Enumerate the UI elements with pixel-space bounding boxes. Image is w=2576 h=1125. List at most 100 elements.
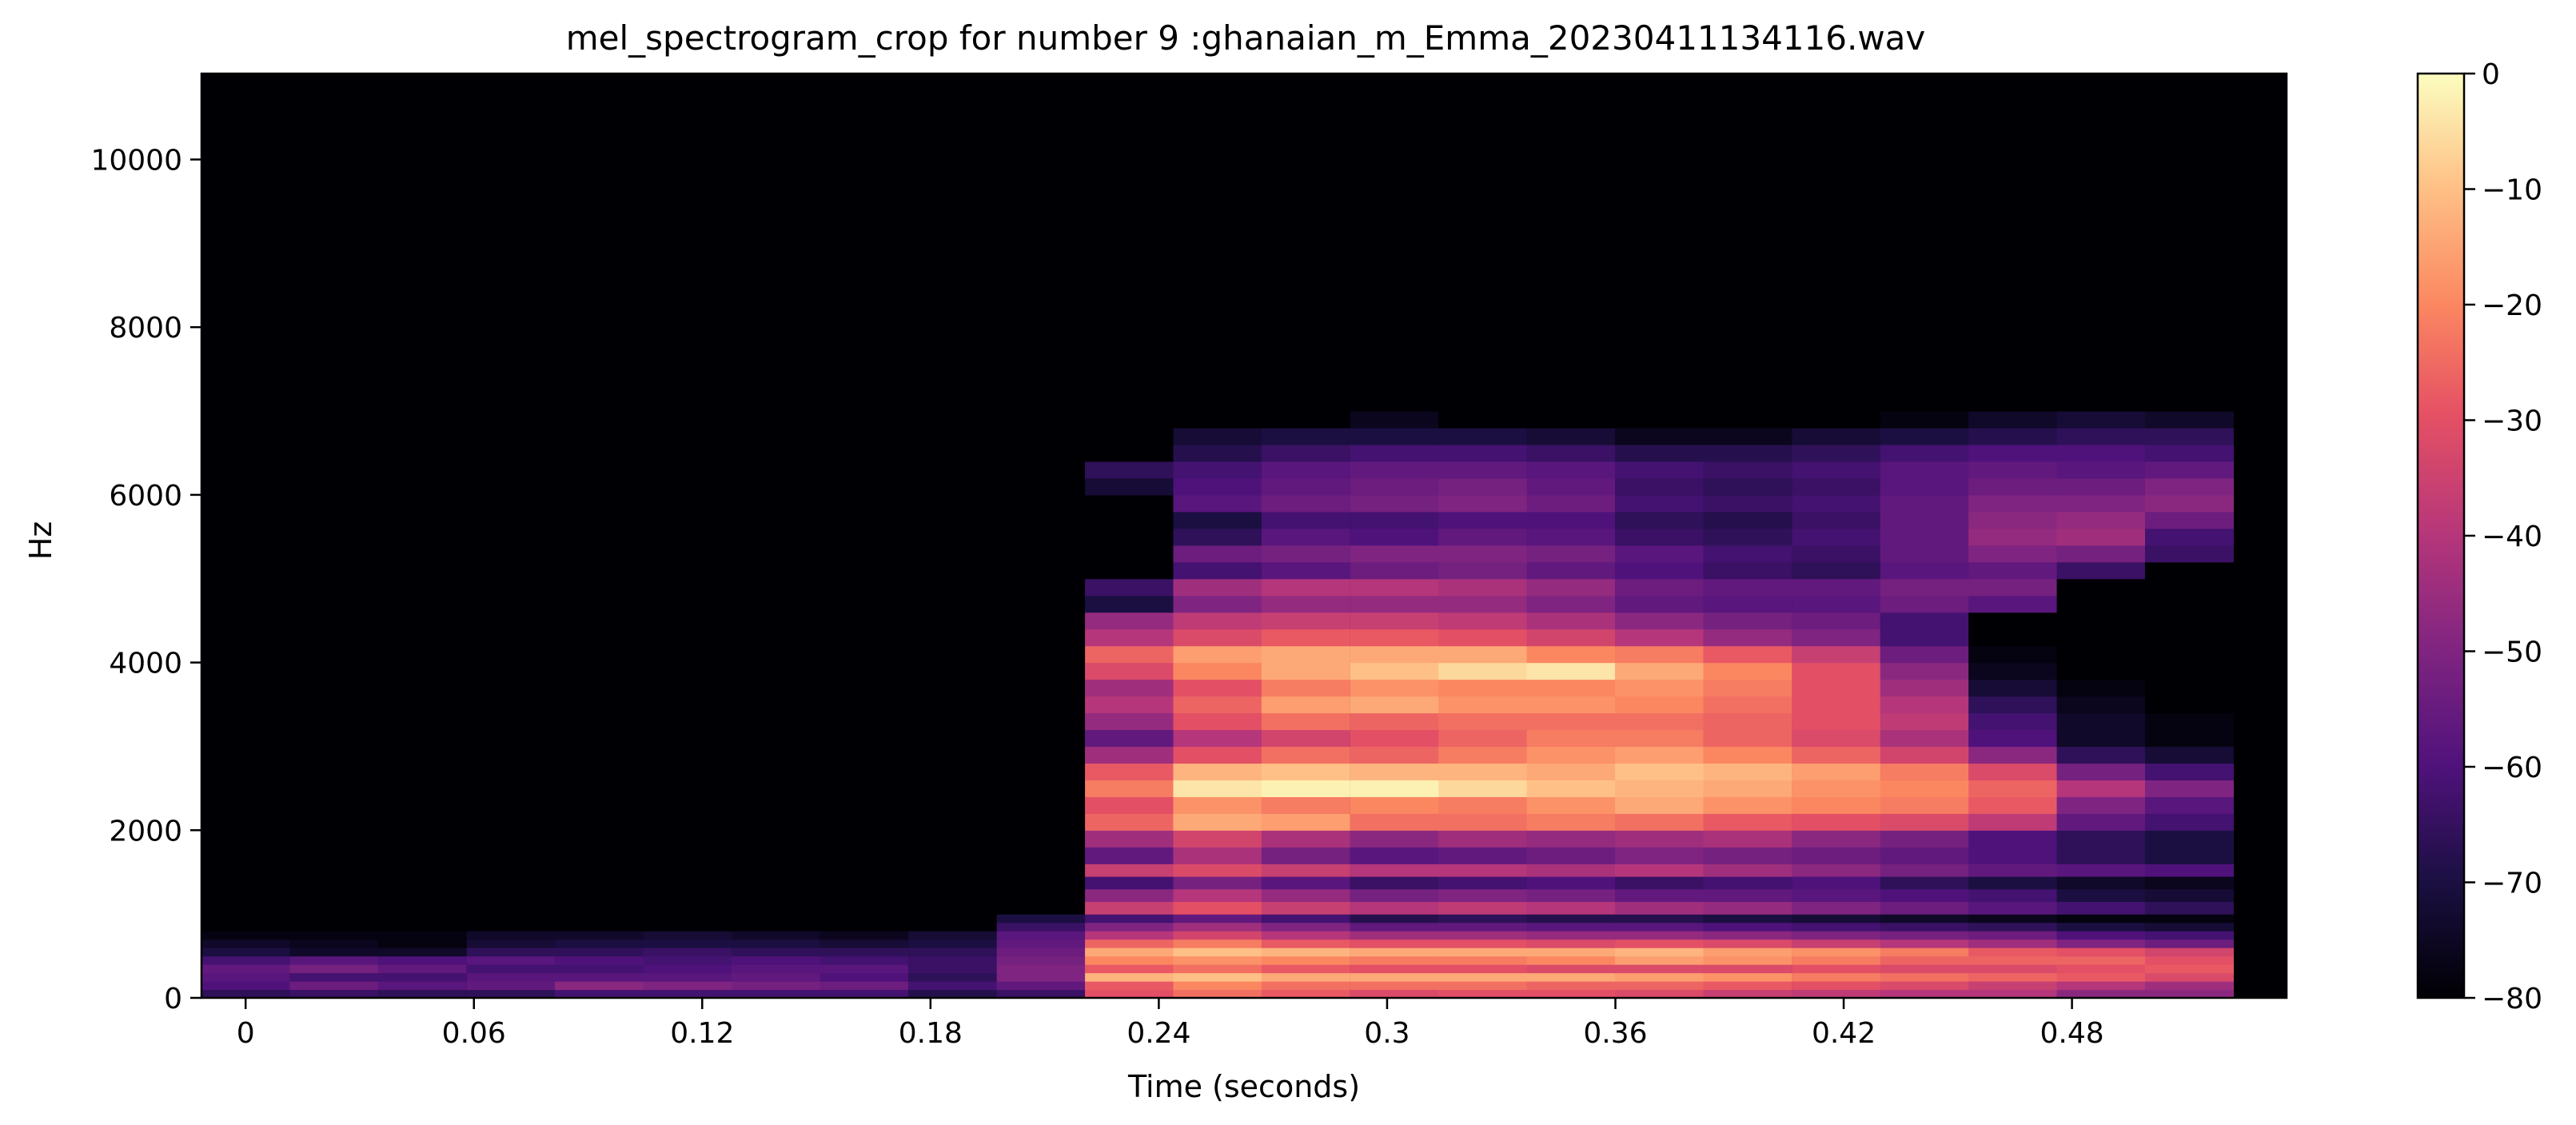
heatmap-cell	[2056, 595, 2146, 613]
heatmap-cell	[1085, 830, 1174, 848]
y-axis: 0 2000 4000 6000 8000 10000	[90, 144, 201, 1015]
heatmap-cell	[1085, 411, 1174, 429]
heatmap-cell	[996, 595, 1086, 613]
heatmap-cell	[1615, 746, 1705, 764]
heatmap-cell	[1526, 561, 1616, 580]
heatmap-cell	[819, 780, 909, 797]
heatmap-cell	[2144, 888, 2234, 903]
heatmap-cell	[1085, 922, 1174, 932]
heatmap-cell	[1085, 955, 1174, 965]
heatmap-cell	[1880, 662, 1969, 680]
heatmap-cell	[1350, 763, 1439, 780]
heatmap-cell	[1173, 461, 1262, 479]
heatmap-cell	[1173, 864, 1262, 877]
heatmap-cell	[1968, 74, 2058, 412]
heatmap-cell	[1173, 74, 1262, 412]
heatmap-cell	[1792, 947, 1881, 957]
heatmap-cell	[1173, 876, 1262, 890]
heatmap-cell	[643, 964, 732, 974]
heatmap-cell	[1880, 612, 1969, 630]
heatmap-cell	[731, 972, 820, 982]
heatmap-cell	[1173, 746, 1262, 764]
heatmap-cell	[1438, 830, 1528, 848]
heatmap-cell	[1085, 645, 1174, 664]
heatmap-cell	[555, 528, 644, 546]
heatmap-cell	[377, 914, 467, 924]
heatmap-cell	[1173, 939, 1262, 948]
heatmap-cell	[1261, 477, 1350, 496]
heatmap-cell	[1968, 864, 2058, 877]
heatmap-cell	[466, 796, 556, 814]
heatmap-cell	[201, 528, 291, 546]
heatmap-cell	[201, 989, 291, 999]
heatmap-cell	[1968, 746, 2058, 764]
heatmap-cell	[466, 545, 556, 563]
heatmap-cell	[1880, 595, 1969, 613]
heatmap-cell	[1438, 981, 1528, 991]
heatmap-cell	[1173, 511, 1262, 529]
heatmap-cell	[1438, 662, 1528, 680]
heatmap-cell	[1792, 914, 1881, 924]
heatmap-cell	[643, 947, 732, 957]
heatmap-cell	[466, 712, 556, 731]
heatmap-cell	[1526, 780, 1616, 797]
heatmap-cell	[1792, 972, 1881, 982]
heatmap-cell	[908, 612, 998, 630]
heatmap-cell	[908, 696, 998, 714]
heatmap-cell	[819, 428, 909, 445]
heatmap-cell	[1792, 444, 1881, 462]
heatmap-cell	[289, 595, 379, 613]
heatmap-cell	[1350, 947, 1439, 957]
heatmap-cell	[377, 74, 467, 412]
heatmap-cell	[2144, 964, 2234, 974]
heatmap-cell	[377, 972, 467, 982]
heatmap-cell	[1085, 847, 1174, 864]
heatmap-cell	[377, 780, 467, 797]
y-axis-label: Hz	[23, 521, 58, 561]
heatmap-cell	[643, 864, 732, 877]
heatmap-cell	[1438, 578, 1528, 596]
heatmap-cell	[819, 545, 909, 563]
heatmap-cell	[289, 989, 379, 999]
heatmap-cell	[1261, 545, 1350, 563]
heatmap-cell	[1615, 830, 1705, 848]
heatmap-cell	[1880, 813, 1969, 831]
heatmap-cell	[1350, 679, 1439, 697]
heatmap-cell	[1792, 679, 1881, 697]
heatmap-cell	[201, 964, 291, 974]
heatmap-cell	[1261, 461, 1350, 479]
heatmap-cell	[1173, 847, 1262, 864]
heatmap-cell	[201, 74, 291, 412]
heatmap-cell	[2056, 955, 2146, 965]
heatmap-cell	[1085, 864, 1174, 877]
heatmap-cell	[2144, 696, 2234, 714]
heatmap-cell	[1526, 796, 1616, 814]
heatmap-cell	[289, 914, 379, 924]
heatmap-cell	[1085, 876, 1174, 890]
heatmap-cell	[1350, 74, 1439, 412]
heatmap-cell	[289, 561, 379, 580]
heatmap-cell	[1968, 511, 2058, 529]
heatmap-cell	[1880, 847, 1969, 864]
heatmap-cell	[731, 914, 820, 924]
heatmap-cell	[1615, 645, 1705, 664]
heatmap-cell	[996, 628, 1086, 647]
heatmap-cell	[1261, 578, 1350, 596]
heatmap-cell	[908, 578, 998, 596]
heatmap-cell	[1526, 914, 1616, 924]
heatmap-cell	[1085, 981, 1174, 991]
heatmap-cell	[1438, 561, 1528, 580]
heatmap-cell	[996, 729, 1086, 748]
heatmap-cell	[819, 679, 909, 697]
heatmap-cell	[1350, 595, 1439, 613]
heatmap-cell	[2056, 901, 2146, 915]
heatmap-cell	[1261, 989, 1350, 999]
heatmap-cell	[1703, 981, 1792, 991]
heatmap-cell	[1085, 74, 1174, 412]
heatmap-cell	[1173, 545, 1262, 563]
heatmap-cell	[2056, 578, 2146, 596]
heatmap-cell	[1792, 763, 1881, 780]
heatmap-cell	[1792, 864, 1881, 877]
heatmap-cell	[1792, 612, 1881, 630]
heatmap-cell	[1085, 528, 1174, 546]
